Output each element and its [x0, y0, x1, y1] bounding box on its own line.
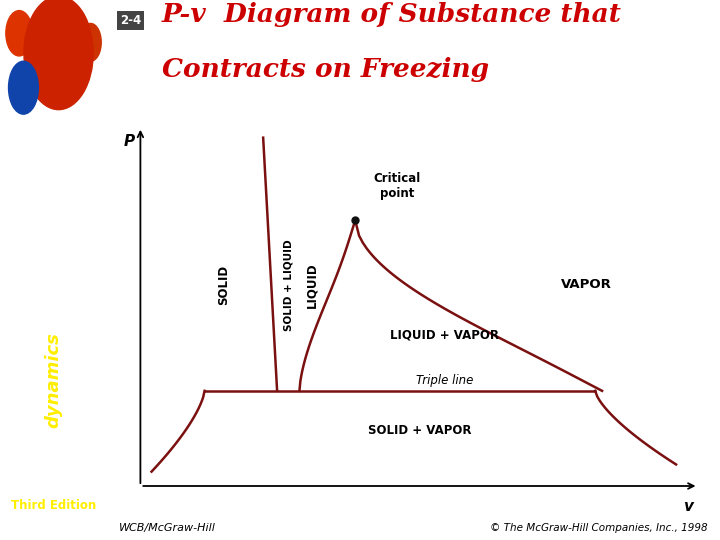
Ellipse shape	[9, 61, 38, 114]
Text: Critical
point: Critical point	[374, 172, 420, 200]
Text: LIQUID: LIQUID	[306, 262, 319, 308]
Ellipse shape	[60, 1, 73, 23]
Text: LIQUID + VAPOR: LIQUID + VAPOR	[390, 329, 499, 342]
Text: WCB/McGraw-Hill: WCB/McGraw-Hill	[119, 523, 216, 533]
Text: Contracts on Freezing: Contracts on Freezing	[162, 57, 489, 82]
Text: Çengel: Çengel	[32, 174, 75, 187]
Text: 2-4: 2-4	[120, 14, 141, 26]
Text: Thermo: Thermo	[44, 264, 62, 341]
Text: SOLID + VAPOR: SOLID + VAPOR	[368, 424, 471, 437]
Text: v: v	[683, 498, 693, 514]
Text: P: P	[124, 134, 135, 149]
Text: P-v  Diagram of Substance that: P-v Diagram of Substance that	[162, 2, 621, 27]
Text: VAPOR: VAPOR	[562, 279, 612, 292]
Ellipse shape	[24, 0, 94, 110]
Text: © The McGraw-Hill Companies, Inc., 1998: © The McGraw-Hill Companies, Inc., 1998	[490, 523, 708, 533]
Text: dynamics: dynamics	[44, 332, 63, 428]
Text: Third Edition: Third Edition	[11, 499, 96, 512]
Ellipse shape	[6, 11, 32, 56]
Text: SOLID + LIQUID: SOLID + LIQUID	[283, 239, 293, 330]
Text: SOLID: SOLID	[217, 265, 230, 305]
Text: Triple line: Triple line	[416, 374, 473, 387]
Ellipse shape	[80, 23, 102, 61]
Text: Boles: Boles	[36, 198, 71, 211]
